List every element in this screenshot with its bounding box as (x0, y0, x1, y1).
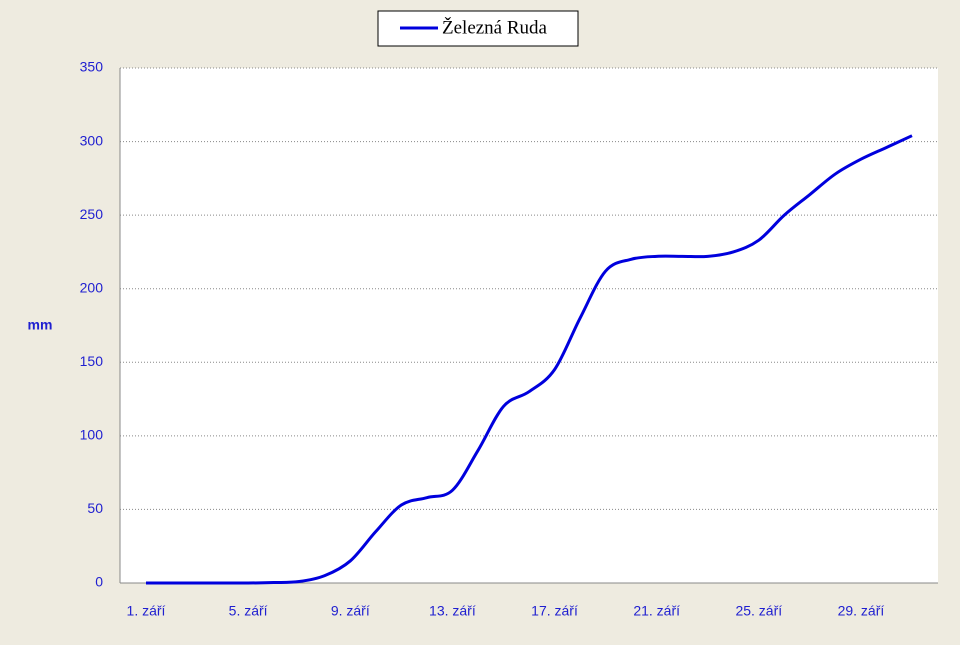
x-tick-label: 13. září (429, 603, 476, 619)
y-tick-label: 100 (80, 427, 104, 443)
y-tick-label: 300 (80, 132, 104, 148)
y-tick-label: 0 (95, 574, 103, 590)
x-tick-label: 17. září (531, 603, 578, 619)
y-tick-label: 200 (80, 279, 104, 295)
y-tick-label: 50 (87, 500, 103, 516)
y-axis-label: mm (28, 317, 53, 333)
x-tick-label: 9. září (331, 603, 370, 619)
x-tick-label: 1. září (127, 603, 166, 619)
x-tick-label: 29. září (838, 603, 885, 619)
legend-label: Železná Ruda (442, 16, 548, 38)
x-tick-label: 5. září (229, 603, 268, 619)
legend: Železná Ruda (377, 10, 579, 47)
y-tick-label: 350 (80, 59, 104, 75)
plot-area (120, 68, 938, 583)
series-line (146, 134, 913, 585)
y-tick-label: 250 (80, 206, 104, 222)
y-tick-label: 150 (80, 353, 104, 369)
x-tick-label: 21. září (633, 603, 680, 619)
x-tick-label: 25. září (735, 603, 782, 619)
